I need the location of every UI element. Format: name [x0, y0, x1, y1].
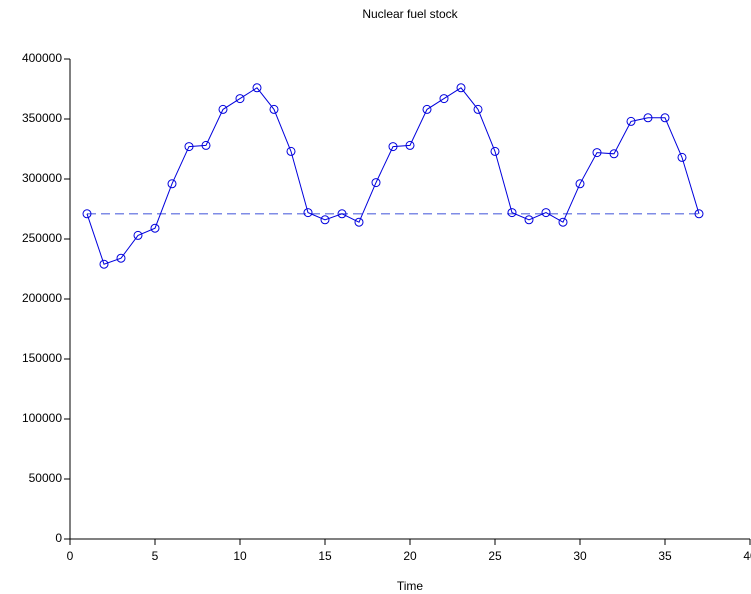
- data-point: [677, 152, 687, 162]
- data-point: [99, 259, 109, 269]
- data-point: [371, 178, 381, 188]
- x-tick-label: 35: [658, 549, 672, 563]
- data-point: [643, 113, 653, 123]
- data-point: [167, 179, 177, 189]
- data-point: [524, 215, 534, 225]
- data-point: [354, 217, 364, 227]
- data-point: [82, 209, 92, 219]
- data-point: [252, 83, 262, 93]
- y-tick-label: 50000: [29, 471, 63, 485]
- data-point: [575, 179, 585, 189]
- x-tick-label: 10: [233, 549, 247, 563]
- y-tick-label: 0: [55, 531, 62, 545]
- x-tick-label: 5: [152, 549, 159, 563]
- data-point: [490, 146, 500, 156]
- data-point: [626, 116, 636, 126]
- data-point: [116, 253, 126, 263]
- data-point: [609, 149, 619, 159]
- data-point: [592, 148, 602, 158]
- data-point: [456, 83, 466, 93]
- data-point: [541, 208, 551, 218]
- data-point: [558, 217, 568, 227]
- y-tick-label: 250000: [22, 231, 62, 245]
- x-tick-label: 0: [67, 549, 74, 563]
- y-tick-label: 400000: [22, 51, 62, 65]
- x-tick-label: 15: [318, 549, 332, 563]
- data-point: [218, 104, 228, 114]
- y-tick-label: 100000: [22, 411, 62, 425]
- x-tick-label: 30: [573, 549, 587, 563]
- data-point: [405, 140, 415, 150]
- x-tick-label: 25: [488, 549, 502, 563]
- data-point: [286, 146, 296, 156]
- x-axis-label: Time: [397, 579, 424, 593]
- data-point: [422, 104, 432, 114]
- chart-title: Nuclear fuel stock: [362, 7, 458, 21]
- data-line: [86, 87, 700, 265]
- y-tick-label: 150000: [22, 351, 62, 365]
- x-tick-label: 20: [403, 549, 417, 563]
- x-tick-label: 40: [743, 549, 751, 563]
- data-point: [235, 94, 245, 104]
- data-point: [201, 140, 211, 150]
- data-point: [694, 209, 704, 219]
- y-tick-label: 300000: [22, 171, 62, 185]
- y-tick-label: 350000: [22, 111, 62, 125]
- data-point: [507, 208, 517, 218]
- data-point: [269, 104, 279, 114]
- y-tick-label: 200000: [22, 291, 62, 305]
- data-point: [133, 230, 143, 240]
- data-point: [303, 208, 313, 218]
- data-point: [473, 104, 483, 114]
- data-point: [184, 142, 194, 152]
- data-point: [320, 215, 330, 225]
- data-point: [660, 113, 670, 123]
- data-point: [388, 142, 398, 152]
- data-point: [150, 223, 160, 233]
- data-point: [439, 94, 449, 104]
- data-point: [337, 209, 347, 219]
